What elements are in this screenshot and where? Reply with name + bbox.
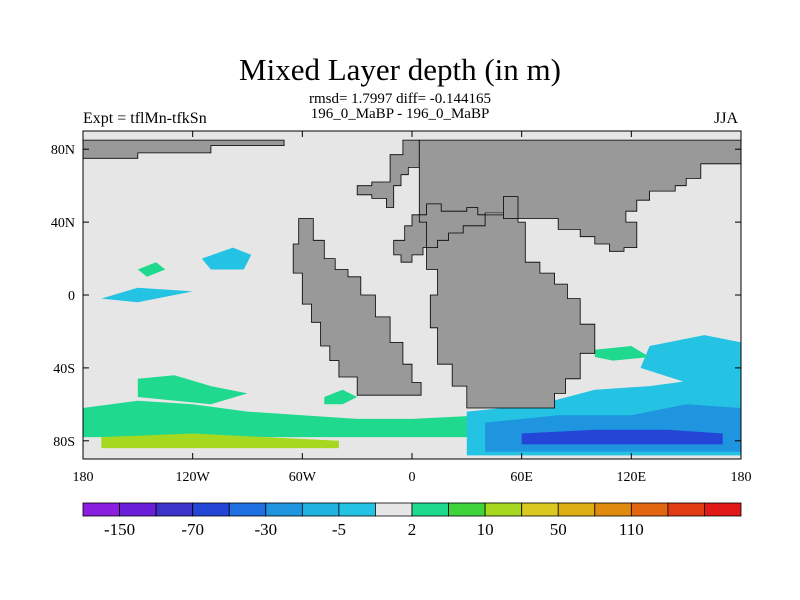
anomaly-patch [201, 247, 252, 270]
land-western-continent-north [356, 139, 420, 208]
colorbar-box [82, 502, 120, 517]
x-tick-label: 180 [731, 470, 752, 485]
land-eastern-continent [393, 139, 741, 409]
map-title: Mixed Layer depth (in m) [239, 52, 561, 87]
colorbar-box [374, 502, 413, 517]
x-tick-label: 0 [409, 470, 416, 485]
colorbar-box [484, 502, 523, 517]
map-axes: 180 120W 60W 0 60E 120E 180 80N 40N 0 40S 80S [51, 131, 752, 485]
colorbar-box [704, 502, 742, 517]
colorbar-label: -70 [181, 520, 204, 539]
y-tick-label: 80S [53, 435, 75, 450]
anomaly-patch [101, 433, 339, 449]
x-tick-label: 120E [617, 470, 647, 485]
colorbar-box [338, 502, 376, 517]
colorbar-box [630, 502, 669, 517]
y-tick-label: 0 [68, 289, 75, 304]
colorbar: -150 -70 -30 -5 2 10 50 110 [82, 502, 742, 539]
y-tick-label: 40N [51, 216, 75, 231]
colorbar-label: 10 [477, 520, 494, 539]
colorbar-label: 110 [619, 520, 644, 539]
x-tick-label: 120W [176, 470, 211, 485]
colorbar-box [448, 502, 486, 517]
colorbar-label: 50 [550, 520, 567, 539]
colorbar-box [667, 502, 705, 517]
anomaly-patch [640, 335, 741, 387]
colorbar-label: -30 [254, 520, 277, 539]
colorbar-box [192, 502, 230, 517]
colorbar-box [594, 502, 632, 517]
colorbar-box [119, 502, 157, 517]
y-tick-label: 80N [51, 143, 75, 158]
colorbar-box [228, 502, 267, 517]
anomaly-patch [137, 262, 166, 277]
anomaly-patch [137, 375, 248, 405]
colorbar-label: -5 [332, 520, 346, 539]
colorbar-box [265, 502, 303, 517]
colorbar-box [557, 502, 596, 517]
colorbar-box [411, 502, 449, 517]
map-panel [82, 130, 742, 460]
anomaly-patch [324, 389, 358, 405]
y-tick-label: 40S [53, 362, 75, 377]
x-tick-label: 60E [510, 470, 533, 485]
anomaly-patch [521, 429, 723, 445]
runs-line: 196_0_MaBP - 196_0_MaBP [310, 106, 490, 122]
x-tick-label: 180 [73, 470, 94, 485]
experiment-label: Expt = tflMn-tfkSn [83, 110, 207, 127]
anomaly-patch [594, 346, 650, 361]
anomaly-patch [101, 287, 193, 303]
map-subtitle: rmsd= 1.7997 diff= -0.144165 196_0_MaBP … [0, 92, 800, 122]
land-western-continent [292, 218, 422, 396]
colorbar-box [155, 502, 194, 517]
colorbar-label: 2 [408, 520, 417, 539]
stats-line: rmsd= 1.7997 diff= -0.144165 [308, 91, 492, 107]
colorbar-label: -150 [104, 520, 135, 539]
colorbar-box [301, 502, 340, 517]
x-tick-label: 60W [289, 470, 317, 485]
colorbar-box [521, 502, 559, 517]
land-polar-north-west [83, 139, 285, 159]
season-label: JJA [714, 110, 739, 127]
